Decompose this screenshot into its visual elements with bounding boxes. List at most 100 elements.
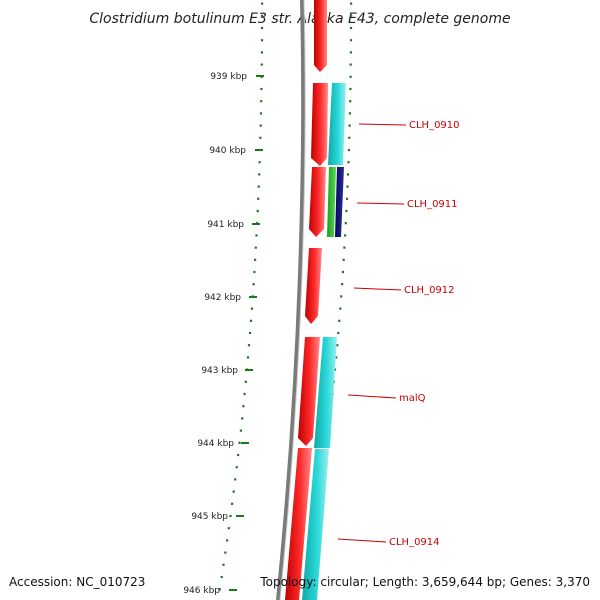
ring-dot — [345, 209, 348, 213]
tick-label: 939 kbp — [210, 72, 247, 82]
tick-label: 945 kbp — [191, 512, 228, 522]
gene-label[interactable]: CLH_0914 — [389, 537, 440, 548]
tick-label: 944 kbp — [197, 439, 234, 449]
ring-dot — [347, 161, 350, 164]
ring-dot — [235, 466, 238, 469]
ring-dot — [346, 185, 349, 188]
ring-dot — [241, 417, 244, 420]
gene-label[interactable]: malQ — [399, 393, 426, 404]
gene-label[interactable]: CLH_0910 — [409, 120, 460, 131]
summary-text: Topology: circular; Length: 3,659,644 bp… — [259, 575, 590, 589]
ring-dot — [229, 514, 232, 518]
cds-block[interactable] — [298, 337, 320, 446]
ring-dot — [259, 124, 262, 127]
ring-dot — [256, 209, 259, 213]
ring-dot — [254, 258, 257, 261]
ring-dot — [250, 307, 253, 310]
leader-line — [356, 202, 405, 205]
ring-dot — [243, 392, 246, 396]
ring-dot — [244, 380, 247, 383]
ring-dot — [260, 100, 263, 103]
cds-block[interactable] — [285, 448, 312, 600]
cds-block[interactable] — [314, 0, 327, 72]
ring-dot — [260, 39, 264, 42]
ring-dot — [349, 39, 353, 42]
ring-dot — [237, 453, 240, 457]
cds-block[interactable] — [309, 167, 326, 237]
ring-dot — [242, 405, 245, 408]
gene-block-CLH_0914[interactable] — [302, 449, 329, 600]
ring-dot — [349, 51, 352, 54]
ring-dot — [349, 63, 352, 66]
ring-dot — [343, 246, 346, 249]
ring-dot — [336, 344, 339, 347]
ring-dot — [345, 197, 349, 200]
ring-dot — [260, 87, 263, 91]
ring-dot — [260, 26, 264, 30]
ring-dot — [227, 527, 230, 530]
map-title: Clostridium botulinum E3 str. Alaska E43… — [89, 11, 510, 27]
tick-label: 946 kbp — [183, 586, 220, 596]
gene-block-CLH_0911b[interactable] — [335, 167, 344, 237]
leader-line — [353, 287, 402, 291]
ring-dot — [239, 429, 242, 432]
ring-dot — [255, 234, 258, 237]
gene-label-group: CLH_0910 CLH_0911 CLH_0912 malQ CLH_0914 — [337, 120, 460, 548]
ring-dot — [259, 136, 262, 139]
tick-label: 940 kbp — [209, 146, 246, 156]
ring-dot — [350, 14, 353, 17]
cds-block[interactable] — [305, 248, 322, 324]
ring-dot — [339, 307, 342, 310]
ring-dot — [226, 539, 229, 542]
ring-dot — [349, 100, 352, 103]
ring-dot — [348, 124, 351, 127]
ring-dot — [246, 356, 250, 359]
ring-dot — [338, 319, 341, 322]
ring-dot — [340, 295, 343, 298]
ring-dot — [344, 234, 347, 237]
ring-dot — [261, 14, 264, 17]
ring-dot — [253, 270, 256, 274]
ring-dot — [347, 148, 350, 152]
ring-dot — [346, 173, 350, 176]
gene-label[interactable]: CLH_0912 — [404, 285, 455, 296]
ring-dot — [257, 197, 260, 200]
ring-dot — [258, 161, 261, 164]
ring-dot — [335, 356, 338, 359]
ring-dot — [249, 319, 253, 322]
tick-group: 939 kbp 940 kbp 941 kbp 942 kbp 943 kbp … — [183, 72, 264, 596]
ring-dot — [333, 368, 337, 371]
ring-dot — [342, 258, 345, 261]
ring-dot — [238, 441, 241, 444]
gene-block-CLH_0910[interactable] — [328, 83, 346, 165]
ring-dot — [232, 490, 235, 493]
ring-dot — [348, 112, 351, 115]
gene-label[interactable]: CLH_0911 — [407, 199, 458, 210]
ring-dot — [257, 185, 260, 188]
ring-dot — [220, 575, 223, 579]
ring-dot — [259, 112, 263, 115]
ring-dot — [234, 478, 237, 481]
ring-dot — [231, 502, 234, 505]
tick-label: 943 kbp — [201, 366, 238, 376]
ring-dot — [258, 173, 261, 176]
ring-dot — [349, 75, 352, 78]
ring-dot — [248, 331, 252, 335]
accession-text: Accession: NC_010723 — [9, 575, 145, 589]
ring-dot — [348, 136, 351, 139]
ring-dot — [260, 63, 263, 66]
genome-backbone — [276, 0, 306, 600]
gene-block-CLH_0911[interactable] — [327, 167, 336, 237]
tick-label: 942 kbp — [204, 293, 241, 303]
tick-label: 941 kbp — [207, 220, 244, 230]
leader-line — [347, 394, 397, 399]
gene-block-malQ[interactable] — [314, 337, 337, 448]
leader-line — [358, 123, 407, 126]
ring-dot — [350, 2, 353, 5]
ring-dot — [254, 246, 257, 249]
ring-dot — [247, 344, 251, 347]
ring-dot — [341, 270, 344, 274]
cds-block[interactable] — [311, 83, 328, 166]
ring-dot — [349, 87, 352, 91]
ring-dot — [349, 26, 353, 30]
